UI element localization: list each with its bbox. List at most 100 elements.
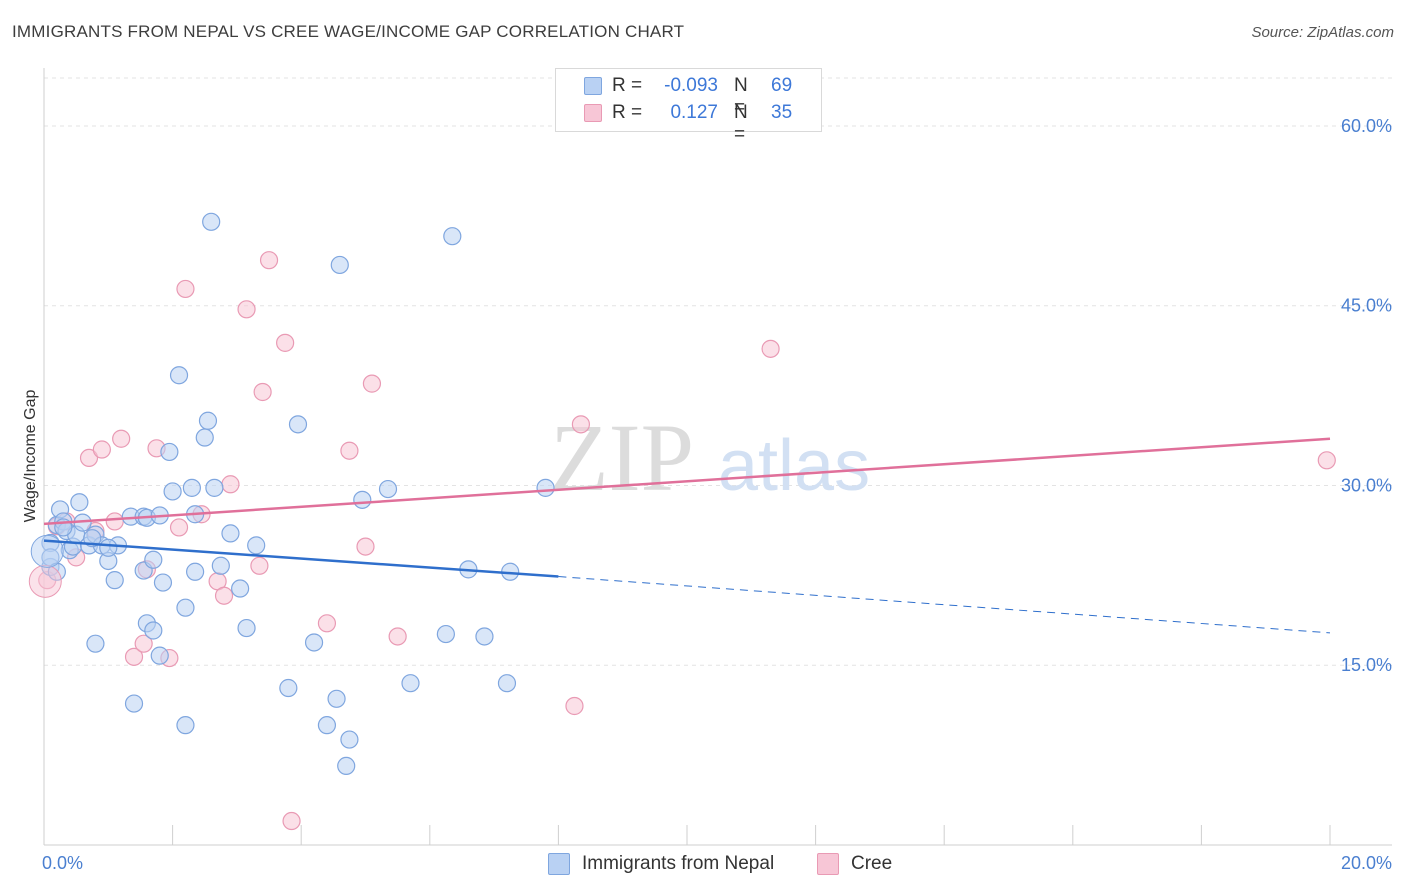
cree-point [79, 448, 99, 468]
cree-point [92, 440, 111, 459]
trend-lines [43, 437, 1331, 634]
nepal-point [475, 627, 494, 646]
nepal-point [186, 562, 205, 581]
y-axis-label: Wage/Income Gap [22, 390, 39, 523]
y-tick-label: 30.0% [1341, 475, 1392, 495]
nepal-point [221, 524, 240, 543]
cree-point [250, 556, 269, 575]
y-tick-label: 15.0% [1341, 655, 1392, 675]
nepal-point [176, 716, 195, 735]
nepal-point [144, 550, 163, 569]
cree-point [259, 251, 279, 270]
nepal-point [150, 646, 169, 665]
cree-point [214, 586, 234, 605]
nepal-point [160, 442, 179, 462]
cree-point [340, 441, 359, 460]
cree-point [237, 300, 256, 319]
nepal-point [176, 598, 195, 617]
watermark-zip: ZIP [550, 404, 694, 511]
cree-point [356, 537, 375, 556]
nepal-point [153, 573, 173, 592]
nepal-point [337, 756, 356, 776]
legend-n-value: 35 [771, 102, 793, 123]
cree-point [388, 627, 407, 646]
nepal-point [124, 694, 144, 713]
nepal-point [443, 227, 462, 246]
legend-n-value: 69 [771, 75, 793, 96]
nepal-point [304, 633, 324, 652]
nepal-point [288, 415, 308, 434]
nepal-point [105, 571, 124, 590]
nepal-point [86, 634, 105, 653]
bottom-legend-swatch-nepal [548, 853, 570, 875]
nepal-point [144, 621, 163, 640]
legend-n-label: N = [734, 102, 748, 145]
watermark: ZIP atlas [550, 404, 870, 511]
nepal-point [378, 479, 398, 499]
nepal-point [536, 478, 555, 497]
nepal-point [247, 536, 266, 555]
cree-point [565, 696, 584, 716]
legend-swatch-nepal [584, 77, 602, 95]
nepal-point [205, 478, 224, 497]
gridlines [44, 77, 1392, 666]
cree-trend-line [43, 437, 1331, 526]
watermark-atlas: atlas [718, 426, 870, 506]
nepal-trend-extension [558, 576, 1331, 634]
nepal-point [163, 482, 182, 501]
nepal-point [198, 411, 218, 430]
legend-r-label: R = [612, 102, 643, 123]
nepal-point [195, 428, 214, 447]
cree-point [221, 475, 240, 494]
nepal-point [237, 618, 256, 638]
stats-legend: R = -0.093 N = 69 R = 0.127 N = 35 [555, 68, 822, 145]
source-label: Source: ZipAtlas.com [1251, 24, 1394, 41]
cree-point [362, 374, 382, 393]
nepal-trend-line [43, 539, 559, 578]
chart-title: IMMIGRANTS FROM NEPAL VS CREE WAGE/INCOM… [12, 22, 685, 41]
legend-r-value: -0.093 [664, 75, 718, 96]
bottom-legend-swatch-cree [817, 853, 839, 875]
bottom-legend-label-nepal: Immigrants from Nepal [582, 853, 775, 874]
cree-point [571, 415, 591, 434]
nepal-point [436, 624, 455, 644]
legend-r-label: R = [612, 75, 643, 96]
y-tick-label: 60.0% [1341, 116, 1392, 136]
nepal-point [401, 674, 420, 693]
nepal-point [231, 579, 250, 598]
cree-point [105, 512, 124, 531]
x-tick-label: 0.0% [42, 853, 83, 873]
cree-point [134, 634, 153, 653]
nepal-point [182, 478, 201, 497]
nepal-point [497, 674, 517, 693]
axes [43, 68, 1392, 846]
nepal-point [70, 493, 89, 512]
cree-point [282, 811, 301, 831]
legend-n-label: N = [734, 75, 748, 118]
legend-swatch-cree [584, 104, 602, 122]
cree-point [253, 382, 272, 402]
cluster-point [28, 564, 62, 598]
nepal-point [99, 538, 118, 557]
cree-point [276, 333, 295, 352]
nepal-point [353, 490, 372, 509]
cree-point [1317, 451, 1336, 470]
cree-point [169, 518, 189, 537]
cree-point [761, 339, 780, 358]
nepal-point [279, 678, 298, 698]
nepal-point [340, 730, 359, 749]
nepal-points [28, 212, 555, 776]
nepal-point [330, 255, 349, 275]
bottom-legend-label-cree: Cree [851, 853, 893, 874]
tick-labels: 15.0% 30.0% 45.0% 60.0% 0.0% 20.0% [42, 116, 1392, 873]
nepal-point [169, 366, 189, 385]
x-tick-label: 20.0% [1341, 853, 1392, 873]
cree-point [317, 614, 337, 633]
cree-point [124, 647, 144, 666]
nepal-point [327, 689, 346, 708]
nepal-point [202, 212, 221, 231]
y-tick-label: 45.0% [1341, 296, 1392, 316]
cree-point [176, 279, 195, 299]
cluster-point [30, 534, 64, 568]
